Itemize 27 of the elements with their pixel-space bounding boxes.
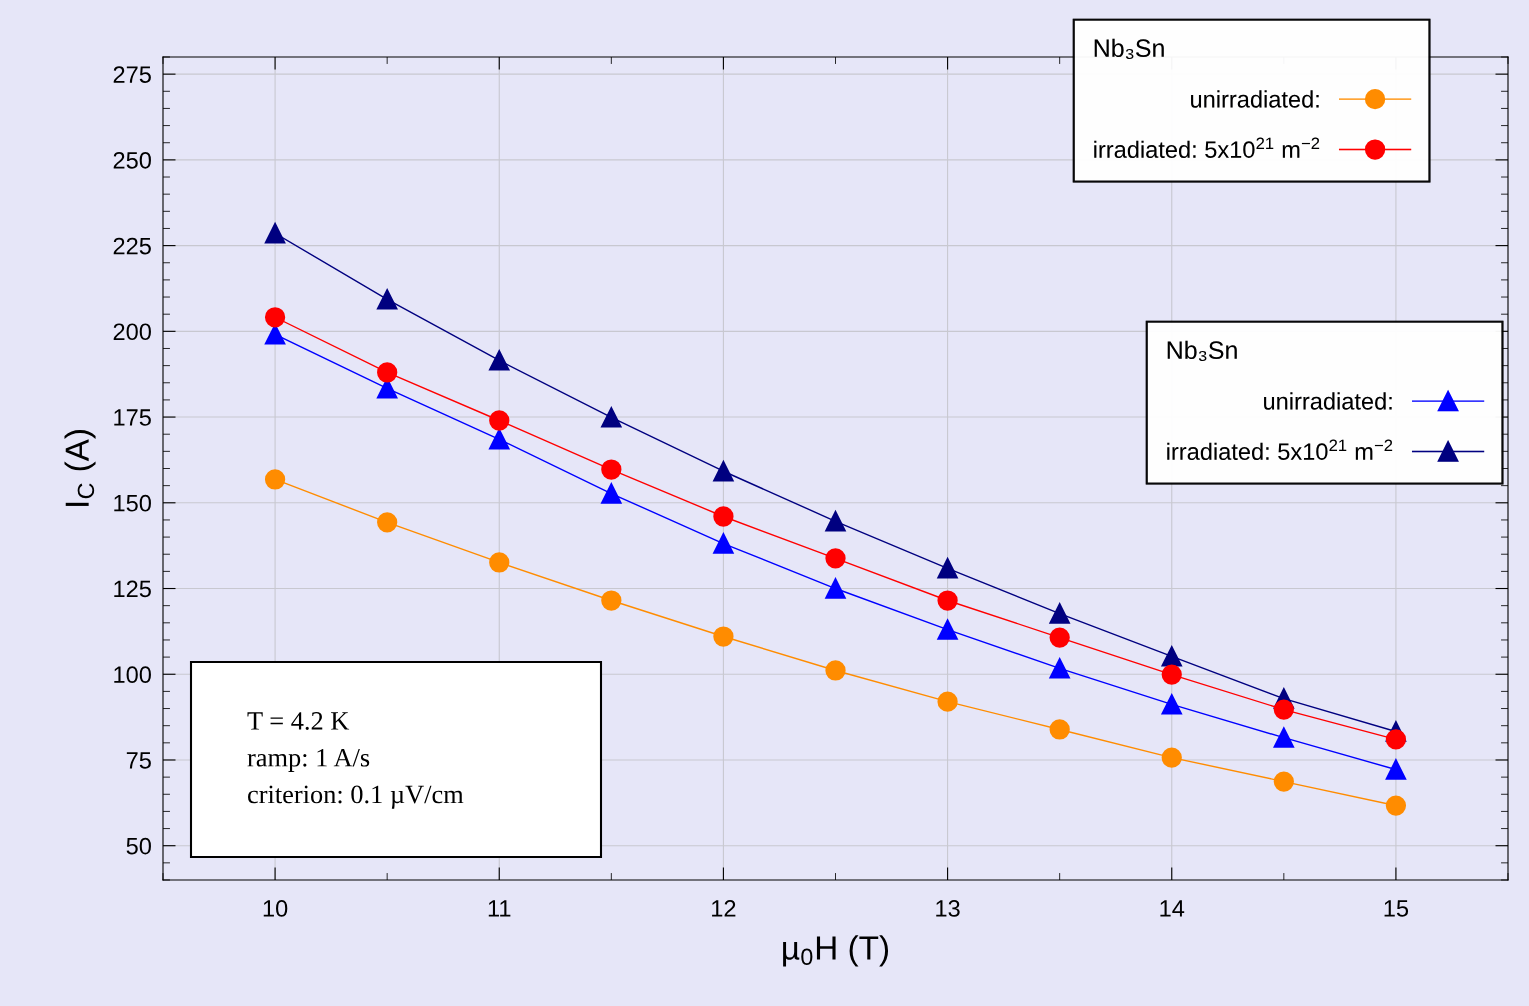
x-tick-label: 14 [1160,900,1185,917]
y-tick-label: 250 [113,151,151,169]
text: Nb₃Sn [1094,38,1164,60]
legend-label: irradiated: 5x10$^{21}$ m$^{−2}$ [1167,439,1393,460]
y-tick-label: 200 [113,323,151,341]
y-tick-label: 75 [126,752,151,769]
text: Nb₃Sn [1167,340,1237,362]
legend-label: unirradiated: [1191,90,1319,108]
x-tick-label: 13 [936,900,960,917]
x-tick-label: 12 [712,900,736,917]
annotation: ramp: 1 A/s [247,748,370,772]
annotation: T = 4.2 K [247,712,350,730]
x-tick-label: 10 [263,900,288,917]
y-tick-label: 175 [114,409,151,426]
x-tick-label: 11 [488,900,511,917]
y-tick-label: 50 [126,837,151,855]
x-axis-title: µ$_{0}$H (T) [783,935,889,967]
annotation: criterion: 0.1 µV/cm [248,785,464,809]
y-tick-label: 125 [114,580,151,598]
y-tick-label: 225 [113,237,151,255]
x-tick-label: 15 [1384,900,1409,917]
y-tick-label: 150 [114,494,151,512]
y-tick-label: 275 [113,66,151,83]
legend-label: unirradiated: [1264,392,1392,410]
legend-label: irradiated: 5x10$^{21}$ m$^{−2}$ [1094,137,1320,158]
y-axis-title: I$_{C}$ (A) [64,430,96,506]
y-tick-label: 100 [114,666,151,684]
